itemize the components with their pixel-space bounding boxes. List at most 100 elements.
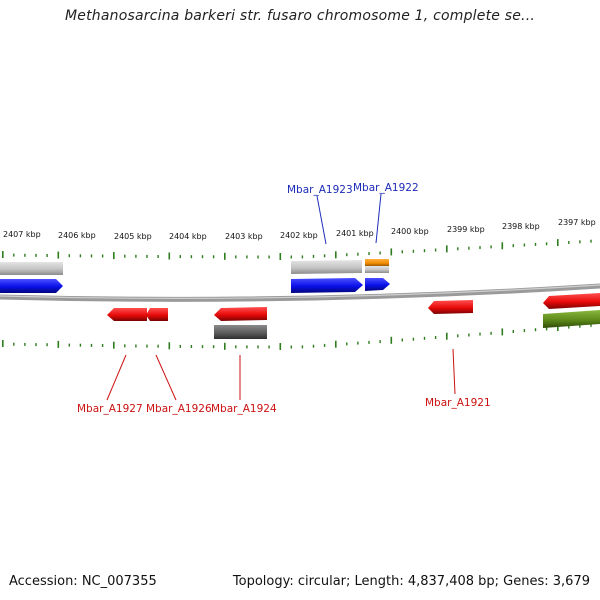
outer-tick-mark (257, 255, 259, 259)
outer-tick-mark (157, 255, 159, 258)
outer-tick-mark (401, 250, 403, 254)
outer-tick-mark (279, 253, 282, 260)
outer-tick-mark (101, 254, 104, 258)
outer-tick-mark (457, 247, 459, 251)
feature-light-left[interactable] (0, 262, 63, 275)
tick-label-2400: 2400 kbp (391, 227, 429, 236)
inner-tick-mark (268, 345, 270, 349)
gene-label-mbar-a1927[interactable]: Mbar_A1927 (77, 403, 143, 415)
inner-tick-mark (512, 330, 514, 333)
tick-label-2401: 2401 kbp (336, 229, 374, 238)
inner-tick-mark (279, 343, 282, 350)
outer-tick-mark (24, 253, 26, 257)
inner-tick-mark (235, 345, 237, 349)
outer-tick-mark (124, 254, 126, 258)
tick-label-2405: 2405 kbp (114, 232, 152, 241)
inner-tick-mark (46, 343, 48, 347)
outer-tick-mark (235, 255, 237, 259)
outer-tick-mark (2, 251, 4, 258)
outer-tick-mark (190, 255, 193, 259)
feature-orange-mbar-a1922[interactable] (365, 259, 389, 266)
inner-tick-mark (146, 344, 148, 348)
outer-tick-mark (323, 254, 326, 258)
tick-label-2398: 2398 kbp (502, 222, 540, 231)
inner-tick-track (2, 323, 592, 350)
inner-tick-mark (68, 343, 70, 347)
inner-tick-mark (90, 343, 93, 347)
inner-tick-mark (290, 345, 292, 349)
inner-tick-mark (534, 328, 537, 332)
inner-tick-mark (212, 345, 215, 349)
inner-tick-mark (434, 336, 437, 339)
tick-label-2407: 2407 kbp (3, 230, 41, 239)
outer-tick-mark (268, 255, 270, 259)
gene-reverse-right[interactable] (543, 293, 600, 309)
gene-label-mbar-a1923[interactable]: Mbar_A1923 (287, 184, 353, 196)
inner-tick-mark (224, 342, 226, 350)
inner-tick-mark (523, 329, 526, 333)
gene-label-mbar-a1924[interactable]: Mbar_A1924 (211, 403, 277, 415)
inner-tick-mark (568, 325, 570, 329)
inner-tick-mark (545, 327, 548, 331)
outer-tick-mark (146, 254, 148, 258)
inner-tick-mark (13, 342, 15, 346)
outer-tick-mark (412, 249, 415, 253)
gene-mbar-a1927[interactable] (107, 308, 147, 321)
gene-label-mbar-a1922[interactable]: Mbar_A1922 (353, 182, 419, 194)
map-title: Methanosarcina barkeri str. fusaro chrom… (65, 8, 535, 24)
outer-tick-mark (346, 253, 348, 257)
feature-light-mbar-a1922[interactable] (365, 266, 389, 273)
inner-tick-mark (357, 341, 359, 345)
tick-label-2403: 2403 kbp (225, 232, 263, 241)
inner-tick-mark (323, 343, 326, 347)
outer-tick-mark (579, 240, 581, 244)
outer-tick-mark (301, 255, 304, 259)
outer-tick-mark (545, 242, 548, 246)
feature-dark-mbar-a1924[interactable] (214, 325, 267, 339)
outer-tick-mark (501, 242, 504, 250)
inner-tick-mark (490, 331, 492, 335)
outer-tick-mark (168, 252, 171, 260)
feature-olive-right[interactable] (543, 310, 600, 328)
inner-tick-mark (412, 337, 415, 341)
inner-tick-mark (301, 345, 304, 349)
inner-tick-mark (2, 340, 4, 347)
outer-tick-mark (568, 241, 570, 244)
chromosome-backbone (0, 283, 600, 302)
outer-tick-mark (490, 245, 492, 249)
inner-tick-mark (135, 344, 137, 348)
outer-tick-mark (212, 255, 215, 259)
outer-tick-mark (35, 253, 37, 257)
inner-tick-mark (390, 336, 393, 344)
inner-tick-mark (57, 340, 60, 348)
gene-mbar-a1924[interactable] (214, 307, 267, 321)
gene-mbar-a1921[interactable] (428, 300, 473, 314)
gene-label-mbar-a1921[interactable]: Mbar_A1921 (425, 397, 491, 409)
inner-tick-mark (201, 345, 204, 349)
tick-labels: 2407 kbp 2406 kbp 2405 kbp 2404 kbp 2403… (3, 218, 596, 241)
outer-tick-mark (179, 255, 181, 259)
inner-tick-mark (168, 342, 171, 350)
gene-mbar-a1923[interactable] (291, 278, 363, 293)
leader-line-mbar-a1923 (316, 195, 327, 245)
outer-tick-mark (312, 254, 315, 258)
outer-tick-mark (246, 255, 248, 259)
outer-tick-mark (79, 254, 82, 258)
gene-label-mbar-a1926[interactable]: Mbar_A1926 (146, 403, 212, 415)
outer-tick-track (2, 239, 592, 260)
outer-tick-mark (13, 253, 15, 257)
outer-tick-mark (201, 255, 204, 259)
gene-mbar-a1922[interactable] (365, 278, 390, 291)
feature-light-mbar-a1923[interactable] (291, 260, 362, 274)
chromosome-backbone-highlight (0, 284, 600, 299)
outer-tick-mark (357, 252, 359, 256)
inner-tick-mark (335, 340, 337, 348)
outer-tick-mark (468, 246, 470, 250)
outer-tick-mark (224, 252, 226, 260)
outer-tick-mark (57, 251, 60, 259)
gene-forward-left[interactable] (0, 279, 63, 293)
outer-tick-mark (534, 242, 537, 246)
inner-tick-mark (446, 332, 448, 340)
gene-mbar-a1926[interactable] (146, 308, 168, 321)
